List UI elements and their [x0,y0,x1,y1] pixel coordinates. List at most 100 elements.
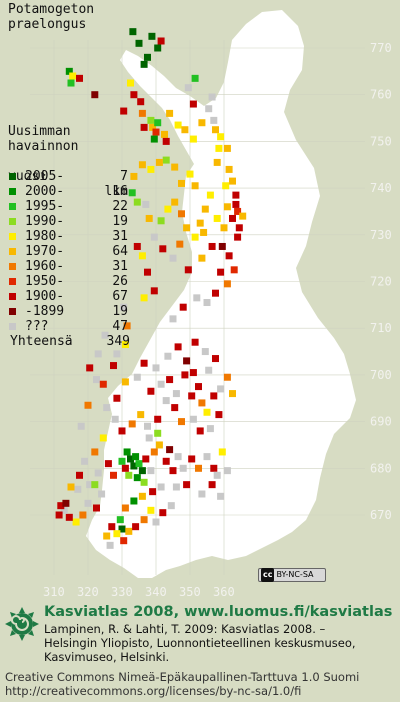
occurrence-square [220,224,228,232]
legend-period: 1990- [25,214,65,229]
occurrence-square [147,165,155,173]
occurrence-square [152,518,160,526]
occurrence-square [179,303,187,311]
occurrence-square [123,322,131,330]
occurrence-square [157,380,165,388]
occurrence-square [198,399,206,407]
occurrence-square [189,369,197,377]
occurrence-square [191,74,199,82]
occurrence-square [113,530,121,538]
legend-swatch [9,203,16,210]
occurrence-square [130,172,138,180]
occurrence-square [138,161,146,169]
species-name: Potamogeton praelongus [8,2,94,32]
occurrence-square [130,91,138,99]
legend-swatch [9,263,16,270]
occurrence-square [118,457,126,465]
occurrence-square [223,280,231,288]
occurrence-square [201,205,209,213]
occurrence-square [208,93,216,101]
legend-swatch [9,323,16,330]
occurrence-square [157,483,165,491]
occurrence-square [212,126,219,134]
occurrence-square [125,471,133,479]
occurrence-square [121,464,129,472]
occurrence-square [149,123,157,131]
east-coordinate-label: 310 [43,585,65,599]
occurrence-square [213,471,221,479]
occurrence-square [132,453,140,461]
legend-count: 19 [112,214,128,229]
occurrence-square [206,425,214,433]
legend-count: 64 [112,244,128,259]
occurrence-square [159,509,167,517]
occurrence-square [229,177,236,185]
north-coordinate-label: 700 [370,368,392,382]
occurrence-square [133,474,141,482]
occurrence-square [210,464,218,472]
legend-period: 1960- [25,259,65,274]
cc-license-badge[interactable]: cc BY-NC-SA [258,568,326,582]
occurrence-square [103,404,111,412]
occurrence-square [150,448,158,456]
occurrence-square [172,390,180,398]
occurrence-square [74,485,82,493]
occurrence-square [234,233,242,241]
occurrence-square [135,39,143,47]
occurrence-square [67,79,75,87]
occurrence-square [217,268,225,276]
east-coordinate-label: 350 [179,585,201,599]
occurrence-square [113,394,121,402]
occurrence-square [206,191,214,199]
occurrence-square [174,453,182,461]
occurrence-square [76,74,83,82]
occurrence-square [178,418,185,426]
occurrence-square [176,240,184,248]
legend-row: 1970- 64 [8,244,128,259]
occurrence-square [159,245,167,253]
occurrence-square [140,516,148,524]
occurrence-square [189,415,197,423]
occurrence-square [164,205,172,213]
occurrence-square [150,233,158,241]
occurrence-square [99,380,107,388]
occurrence-square [234,207,242,215]
occurrence-square [162,156,170,164]
occurrence-square [169,315,177,323]
occurrence-square [127,79,134,87]
east-axis-labels: 310 320 330 340 350 360 [43,585,235,599]
occurrence-square [183,224,191,232]
occurrence-square [157,217,165,225]
occurrence-square [65,67,73,75]
occurrence-square [166,446,174,454]
legend-header-line2: havainnon [8,139,79,154]
occurrence-square [232,191,240,199]
occurrence-square [147,506,155,514]
occurrence-square [217,492,225,500]
occurrence-square [232,200,240,208]
occurrence-square [67,483,75,491]
occurrence-square [169,467,177,475]
occurrence-square [235,224,243,232]
cc-icon: cc [261,568,275,582]
legend-count: 22 [112,199,128,214]
legend-row: 1950- 26 [8,274,128,289]
occurrence-square [127,455,134,463]
occurrence-square [178,210,185,218]
species-epithet: praelongus [8,17,87,32]
legend-column-headers: vuosi lkm [8,154,128,199]
occurrence-square [128,189,136,197]
occurrence-square [118,525,126,533]
occurrence-square [223,373,231,381]
legend-count: 47 [112,319,128,334]
atlas-title-link[interactable]: Kasviatlas 2008, www.luomus.fi/kasviatla… [44,604,393,620]
occurrence-square [93,376,100,384]
occurrence-square [191,233,199,241]
legend-count: 16 [112,184,128,199]
occurrence-square [142,455,150,463]
occurrence-square [144,422,151,430]
occurrence-square [140,359,148,367]
occurrence-square [213,158,221,166]
occurrence-square [205,105,213,113]
occurrence-square [121,341,129,349]
